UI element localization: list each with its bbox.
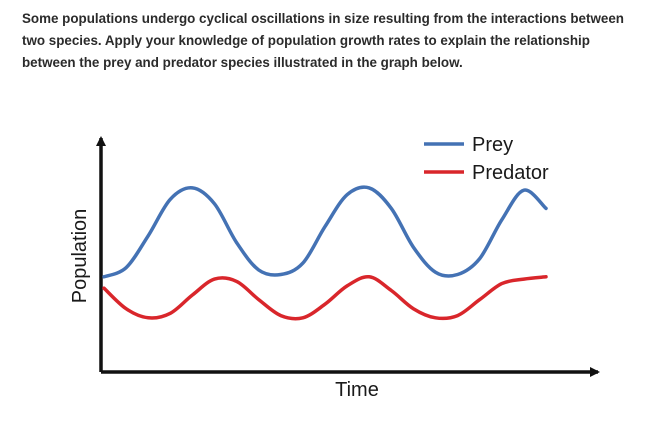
series-lines [102,185,548,321]
legend-label-predator: Predator [472,162,549,184]
legend: Prey Predator [424,134,549,184]
question-text: Some populations undergo cyclical oscill… [22,11,624,70]
series-line-predator [102,275,548,321]
x-axis-label: Time [335,379,379,401]
legend-label-prey: Prey [472,134,513,156]
y-axis-label: Population [69,209,91,304]
series-line-prey [102,185,548,279]
